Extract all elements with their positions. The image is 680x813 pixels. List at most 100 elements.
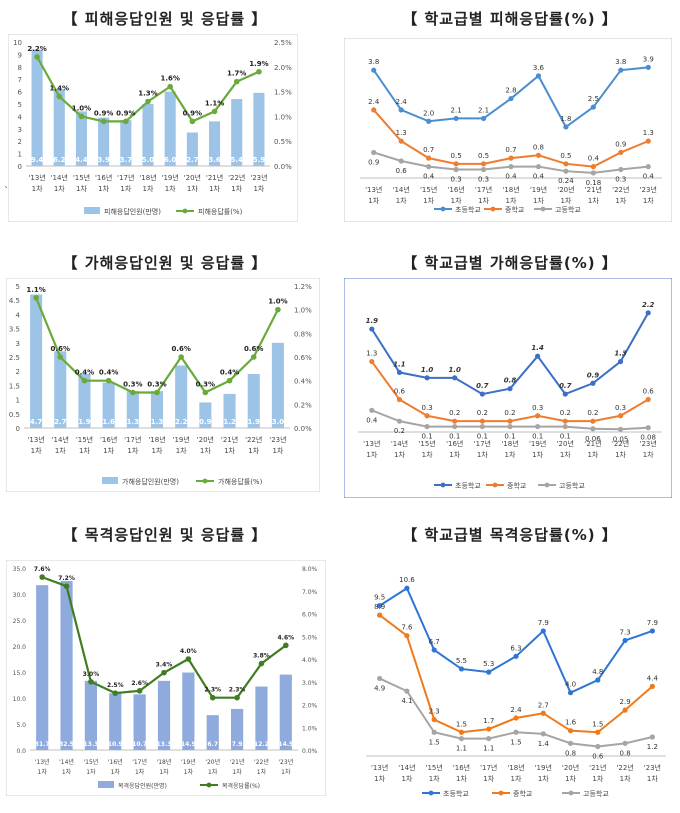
p3-rate-point-10 [275,306,281,313]
p2-series-0-point-5 [508,95,514,102]
panel-3-title: 【 가해응답인원 및 응답률 】 [62,254,268,272]
p3-legend-bar-label: 가해응답인원(만명) [122,477,179,486]
p6-series-0-point-9 [622,637,628,644]
p2-series-0-label-0: 3.8 [368,58,379,66]
p6-series-2-label-7: 0.8 [565,749,576,757]
p5-rate-point-8 [234,694,240,701]
p5-bar-2 [84,680,97,750]
p3-legend-line-marker [202,478,208,484]
p4-series-2-point-9 [617,426,624,432]
p1-rate-label-9: 1.7% [227,70,246,78]
p3-x-label-2: '15년 1차 [76,435,93,455]
p6-legend-0-label: 초등학교 [443,789,469,798]
p3-x-label-3: '16년 1차 [100,435,117,455]
p3-rate-label-9: 0.6% [244,345,263,353]
p3-rate-label-8: 0.4% [220,369,239,377]
p6-series-2-point-2 [431,729,437,735]
p1-bar-8 [209,121,221,166]
p2-series-1-point-9 [618,149,624,156]
p3-bar-5 [150,391,164,428]
p1-rate-point-4 [123,118,129,125]
p4-series-0-point-8 [590,380,596,386]
p6-series-0-label-9: 7.3 [620,628,631,636]
p1-y-left-tick-4: 4 [18,113,23,121]
p3-bar-2 [78,374,91,428]
p1-rate-point-10 [256,68,262,75]
p5-y-right-tick-4: 4.0% [302,657,318,664]
p3-rate-point-1 [57,354,64,360]
p1-y-right-tick-0: 0.0% [274,163,292,171]
p6-series-1-point-8 [595,729,601,735]
p6-series-0-point-0 [377,603,383,609]
p2-series-2-point-5 [508,164,514,170]
p4-series-2-label-5: 0.1 [504,433,515,441]
victim-rate-by-school-chart: 3.8 2.4 2.0 2.1 2.1 2.8 3.6 1.8 2.5 3.8 3.9 2.4 1.3 0… [344,38,672,222]
p2-series-2-point-7 [563,168,569,174]
p5-rate-label-4: 2.6% [131,680,148,687]
p2-series-2-label-7: 0.24 [558,177,574,185]
p6-series-2-point-1 [404,688,410,694]
p2-series-0-label-7: 1.8 [560,115,571,123]
p3-rate-point-6 [178,354,184,360]
p4-series-1-point-0 [369,358,375,365]
p1-x-label-5: '18년 1차 [139,173,156,193]
p4-series-1-label-0: 1.3 [366,350,377,358]
p6-plot-frame [352,556,672,806]
p1-rate-point-3 [100,118,107,125]
p3-rate-label-2: 0.4% [75,369,94,377]
p5-bar-5 [157,680,171,750]
p4-x-label-3: '16년 1차 [446,439,463,459]
p3-rate-point-0 [33,295,39,301]
p4-series-0-label-9: 1.3 [614,350,627,358]
p4-series-1-point-3 [452,418,458,424]
p6-series-1-label-9: 2.9 [620,698,631,706]
p6-series-1-point-2 [431,717,437,723]
p1-bar-label-10: 5.9 [253,156,266,164]
p4-legend-2-marker [544,482,550,488]
p3-y-right-tick-3: 0.6% [294,354,312,362]
victim-count-rate-chart: 0 1 2 3 4 5 6 7 8 9 10 0.0% 0.5% 1.0% 1.5% 2.0% 2.5% 9.4 6… [8,34,298,222]
p2-legend-2-marker [540,206,546,212]
p5-rate-label-2: 3.0% [83,671,100,678]
p4-series-2-point-7 [562,423,568,430]
p4-series-2-label-7: 0.1 [560,433,571,441]
p1-bar-2 [75,111,87,166]
p6-series-0-point-5 [513,653,519,659]
p3-x-label-7: '20년 1차 [197,435,214,455]
p6-series-2-label-3: 1.1 [456,745,467,753]
p3-rate-label-0: 1.1% [26,286,45,294]
p2-series-1-point-10 [645,138,651,144]
panel-2-title: 【 학교급별 피해응답률(%) 】 [402,10,618,28]
p1-rate-label-5: 1.3% [138,90,157,98]
p2-series-0-label-5: 2.8 [505,87,516,95]
p1-x-label-8: '21년 1차 [206,173,223,193]
p2-series-0-point-4 [480,115,487,122]
p4-series-0-label-1: 1.1 [393,360,406,368]
p2-series-2-label-6: 0.4 [533,173,545,181]
p1-bar-label-6: 6.0 [164,156,177,164]
p6-series-0-label-2: 6.7 [429,638,440,646]
p1-y-right-tick-3: 1.5% [274,89,292,97]
p4-x-label-2: '15년 1차 [418,439,435,459]
p4-series-0-point-7 [562,391,568,397]
p5-y-left-tick-5: 25.0 [13,618,27,625]
p5-rate-label-0: 7.6% [34,566,51,573]
p6-legend-1-label: 중학교 [513,789,533,798]
p4-x-label-0: '13년 1차 [363,439,380,459]
p6-series-2-label-6: 1.4 [538,740,550,748]
p1-y-left-tick-5: 5 [18,101,22,109]
p2-series-0-label-9: 3.8 [615,58,626,66]
p1-bar-label-3: 3.9 [97,156,110,164]
p3-bar-label-6: 2.2 [175,418,188,426]
p5-bar-7 [206,715,219,750]
p3-bar-6 [175,365,188,428]
p1-x-label-10: '23년 1차 [250,173,267,193]
p4-series-0-point-3 [452,375,458,381]
p6-series-1-point-10 [649,683,655,689]
p6-x-label-4: '17년 1차 [480,763,497,783]
p6-series-1-label-3: 1.5 [456,720,467,728]
p6-series-1-label-7: 1.6 [565,719,577,727]
p2-series-0-label-6: 3.6 [533,64,545,72]
p3-bar-label-5: 1.3 [151,418,164,426]
p6-series-2-label-5: 1.5 [510,738,521,746]
